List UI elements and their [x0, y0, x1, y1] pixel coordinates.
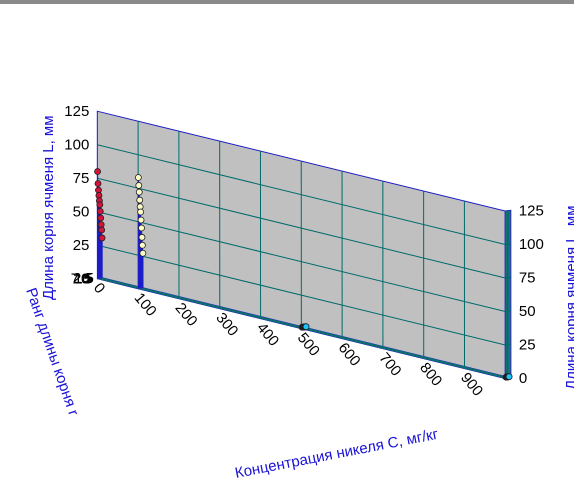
z-axis-label-left: Длина корня ячменя L, мм	[40, 115, 57, 300]
y-axis-label: Ранг длины корня r	[22, 286, 82, 418]
point-s0-r5	[97, 214, 105, 222]
z-tick-right-75: 75	[519, 269, 536, 286]
y-tick-2-5: 2.5	[73, 270, 94, 287]
gridline-back-horizontal	[97, 244, 506, 346]
z-tick-left-125: 125	[64, 103, 89, 120]
point-s0-r2	[98, 234, 106, 242]
x-tick-100: 100	[131, 290, 160, 320]
z-tick-right-0: 0	[519, 370, 527, 387]
point-s1-r4	[138, 233, 146, 241]
gridline-side-horizontal	[505, 276, 511, 279]
x-tick-200: 200	[172, 300, 201, 330]
point-s0-r3	[98, 226, 106, 234]
gridline-side-horizontal	[505, 343, 511, 346]
y-tick-7-5: 7.5	[71, 270, 92, 287]
gridline-side-horizontal	[505, 243, 511, 246]
x-tick-900: 900	[457, 369, 486, 399]
point-s1-r10	[135, 188, 143, 196]
chart-points	[94, 168, 513, 381]
x-axis-label: Концентрация никеля C, мг/кг	[234, 426, 441, 482]
point-s0-r11	[94, 180, 102, 187]
point-s1-r6	[137, 216, 145, 224]
gridline-side-horizontal	[505, 310, 511, 313]
x-tick-600: 600	[335, 340, 364, 370]
z-tick-right-100: 100	[519, 236, 544, 253]
z-tick-left-50: 50	[73, 204, 90, 221]
point-s1-r3	[139, 241, 146, 249]
point-s0-r7	[96, 201, 104, 209]
gridline-back-horizontal	[97, 177, 506, 279]
z-tick-left-0: 0	[81, 271, 89, 288]
point-s2-r4	[505, 373, 513, 381]
point-s1-r11	[135, 182, 143, 189]
gridline-back-horizontal	[97, 144, 506, 246]
x-tick-400: 400	[253, 320, 282, 350]
point-s2-r2	[302, 323, 310, 331]
z-tick-right-125: 125	[519, 202, 544, 219]
y-tick-10: 10	[74, 271, 91, 288]
point-s1-r12	[134, 174, 142, 181]
point-s1-r2	[139, 249, 147, 257]
z-tick-right-50: 50	[519, 303, 536, 320]
point-s0-r12	[94, 168, 101, 175]
gridline-back-horizontal	[97, 211, 506, 313]
x-tick-800: 800	[416, 359, 445, 389]
z-tick-left-25: 25	[73, 237, 90, 254]
point-s0-r6	[96, 207, 104, 215]
x-tick-300: 300	[212, 310, 241, 340]
y-tick-5: 5	[84, 270, 92, 287]
point-s1-r7	[137, 208, 145, 216]
z-axis-label-right: Длина корня ячменя L, мм	[563, 205, 574, 390]
top-border	[0, 0, 574, 4]
x-tick-500: 500	[294, 330, 323, 360]
z-tick-left-100: 100	[64, 137, 89, 154]
z-tick-right-25: 25	[519, 336, 536, 353]
z-tick-left-75: 75	[73, 170, 90, 187]
x-tick-700: 700	[375, 350, 404, 380]
point-s1-r5	[138, 224, 145, 232]
point-s1-r9	[136, 196, 144, 204]
